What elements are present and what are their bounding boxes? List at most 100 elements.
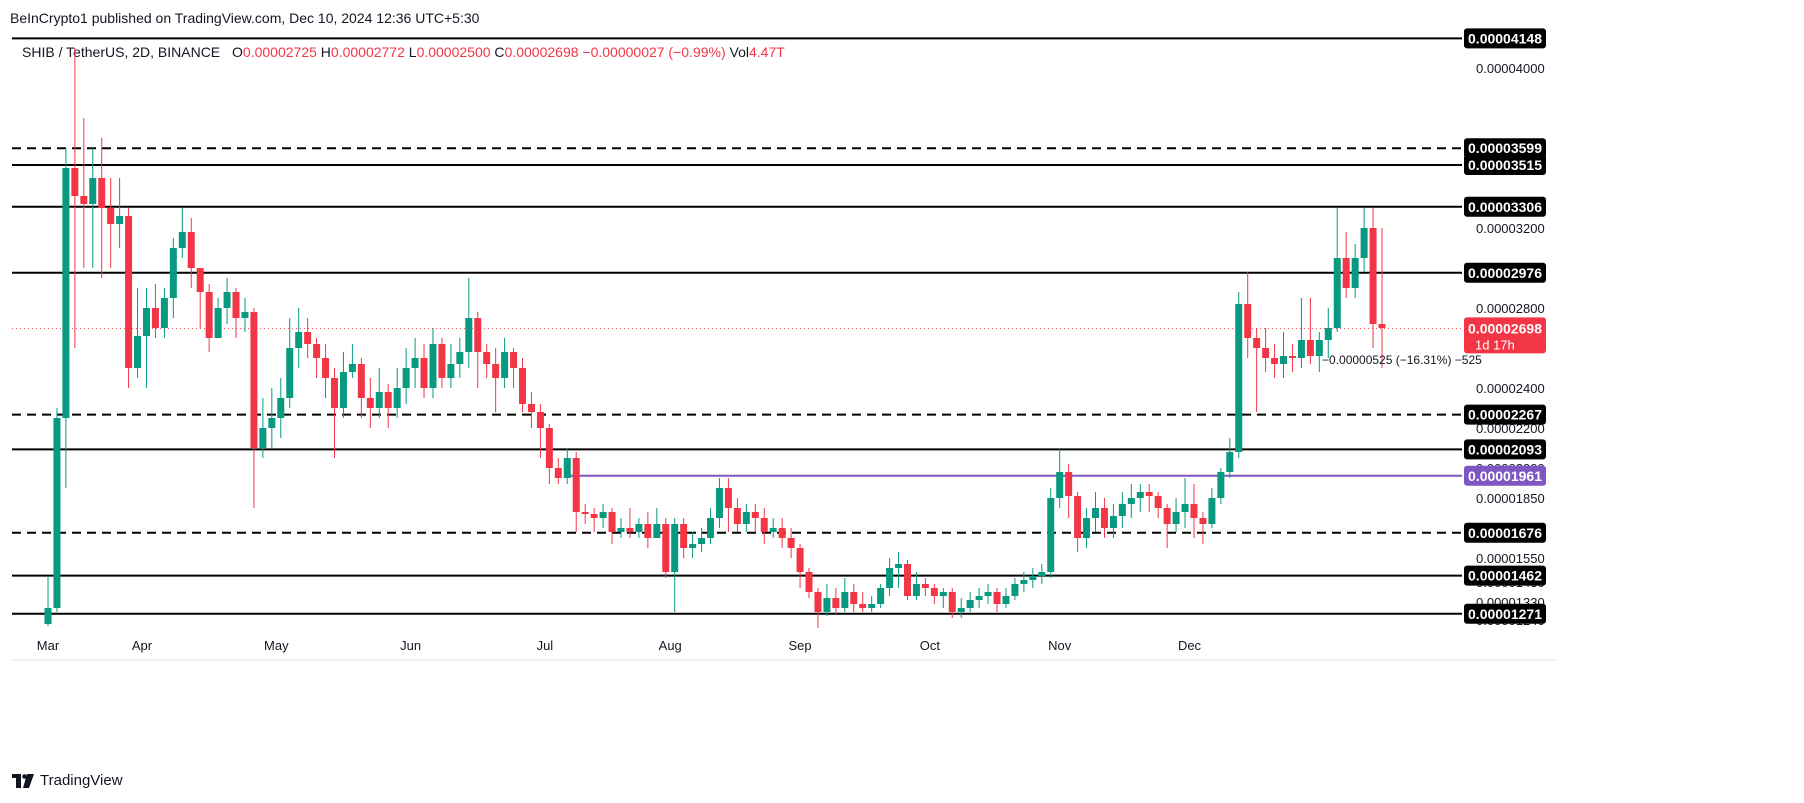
candle-body <box>993 592 1001 604</box>
candle-body <box>1100 508 1108 528</box>
candle-body <box>116 216 124 224</box>
candle-body <box>420 358 428 388</box>
last-price-box <box>1464 317 1546 354</box>
candle-body <box>402 368 410 388</box>
candle-body <box>1127 498 1135 504</box>
candle-body <box>1378 324 1386 328</box>
candle-body <box>671 524 679 572</box>
candle-body <box>62 168 70 418</box>
time-tick-label: Aug <box>659 638 682 653</box>
high-label: H <box>320 44 331 60</box>
candle-body <box>617 528 625 532</box>
candle-body <box>733 508 741 524</box>
candle-body <box>1083 518 1091 538</box>
candle-body <box>411 358 419 368</box>
level-label: 0.00002976 <box>1468 265 1542 281</box>
open-label: O <box>232 44 243 60</box>
candle-body <box>948 592 956 612</box>
candle-body <box>492 364 500 378</box>
candle-body <box>626 528 634 532</box>
candle-body <box>366 398 374 408</box>
candle-body <box>778 528 786 538</box>
candle-body <box>1351 258 1359 288</box>
candle-body <box>1262 348 1270 358</box>
candle-body <box>859 604 867 608</box>
level-label: 0.00004148 <box>1468 30 1542 46</box>
candle-body <box>322 358 330 378</box>
candle-body <box>1074 496 1082 538</box>
candle-body <box>1315 340 1323 356</box>
candle-body <box>501 352 509 378</box>
level-label: 0.00001462 <box>1468 568 1542 584</box>
level-label-box <box>1464 28 1546 49</box>
time-tick-label: Oct <box>920 638 941 653</box>
candle-body <box>572 458 580 512</box>
candle-body <box>590 514 598 518</box>
level-label: 0.00002267 <box>1468 407 1542 423</box>
candle-body <box>483 352 491 364</box>
candle-body <box>921 584 929 588</box>
candle-body <box>984 592 992 596</box>
candle-body <box>769 528 777 532</box>
candle-body <box>313 344 321 358</box>
tradingview-logo-icon <box>12 773 34 788</box>
candle-body <box>1163 508 1171 524</box>
symbol-name[interactable]: SHIB / TetherUS, 2D, BINANCE <box>22 44 221 60</box>
candle-body <box>1109 516 1117 528</box>
last-price-label: 0.00002698 <box>1468 320 1542 336</box>
candle-body <box>1253 338 1261 348</box>
candle-body <box>832 598 840 608</box>
level-label-box <box>1464 522 1546 543</box>
candle-body <box>1002 596 1010 604</box>
time-axis: Mar Apr May Jun Jul Aug Sep Oct Nov Dec <box>37 638 1202 653</box>
candle-body <box>903 564 911 596</box>
candle-body <box>1217 472 1225 498</box>
candle-body <box>53 418 61 608</box>
level-label: 0.00001676 <box>1468 525 1542 541</box>
level-label-box <box>1464 155 1546 175</box>
price-tick-label: 0.00004000 <box>1476 61 1545 76</box>
price-tick-label: 0.00002400 <box>1476 381 1545 396</box>
volume-value: 4.47T <box>749 44 785 60</box>
volume-label: Vol <box>729 44 749 60</box>
candle-body <box>89 178 97 204</box>
candle-body <box>384 392 392 408</box>
candle-body <box>975 596 983 600</box>
candle-body <box>653 524 661 538</box>
candle-body <box>742 512 750 524</box>
candle-body <box>724 488 732 508</box>
tradingview-logo[interactable]: TradingView <box>12 772 123 789</box>
candle-body <box>1092 508 1100 518</box>
candle-body <box>151 308 159 328</box>
time-tick-label: Sep <box>788 638 811 653</box>
candle-body <box>527 404 535 412</box>
candle-body <box>510 352 518 368</box>
candle-body <box>214 308 222 338</box>
time-tick-label: Mar <box>37 638 60 653</box>
time-tick-label: Dec <box>1178 638 1202 653</box>
candle-body <box>339 372 347 408</box>
candle-body <box>474 318 482 352</box>
candle-body <box>259 428 267 448</box>
candle-body <box>787 538 795 548</box>
candle-body <box>438 344 446 378</box>
candle-body <box>1369 228 1377 324</box>
candle-body <box>912 584 920 596</box>
close-value: 0.00002698 <box>504 44 579 60</box>
candle-body <box>957 608 965 612</box>
price-tick-label: 0.00003200 <box>1476 221 1545 236</box>
candle-body <box>1333 258 1341 328</box>
candle-body <box>1190 504 1198 518</box>
candle-body <box>205 292 213 338</box>
level-label-box <box>1464 196 1546 217</box>
candle-body <box>1297 340 1305 358</box>
candle-body <box>1065 472 1073 496</box>
candle-body <box>1244 304 1252 338</box>
candle-body <box>751 512 759 518</box>
candle-body <box>1020 580 1028 584</box>
level-label: 0.00003515 <box>1468 157 1542 173</box>
candle-body <box>304 332 312 344</box>
candle-body <box>1136 492 1144 498</box>
